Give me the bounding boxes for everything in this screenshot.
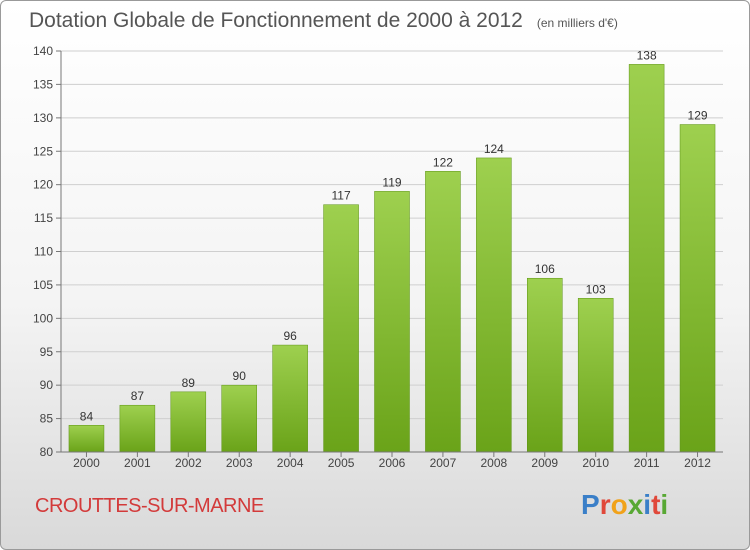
y-tick-label: 110 [34, 245, 53, 259]
chart-title-text: Dotation Globale de Fonctionnement de 20… [29, 9, 523, 32]
logo-letter: o [610, 489, 628, 520]
chart-title: Dotation Globale de Fonctionnement de 20… [29, 9, 618, 33]
y-tick-label: 125 [33, 144, 53, 158]
bar-2006 [374, 191, 410, 453]
bar-2002 [170, 391, 207, 453]
x-tick-label: 2002 [175, 456, 202, 470]
x-tick-label: 2008 [480, 456, 507, 470]
y-tick-label: 115 [34, 211, 53, 225]
bar-value-label: 84 [80, 409, 94, 423]
x-tick-label: 2007 [430, 456, 457, 470]
bar-value-label: 96 [283, 329, 297, 343]
bar-2001 [119, 404, 156, 453]
x-tick-label: 2011 [634, 456, 660, 470]
y-tick-label: 140 [33, 44, 53, 58]
logo-letter: x [627, 489, 644, 520]
y-tick-label: 85 [40, 412, 54, 426]
bar-value-label: 90 [233, 369, 247, 383]
x-tick-label: 2000 [73, 456, 100, 470]
y-tick-label: 105 [33, 278, 53, 292]
bar-value-label: 117 [332, 189, 351, 203]
x-tick-label: 2009 [531, 456, 558, 470]
bar-2012 [679, 124, 716, 453]
logo-letter: i [643, 489, 652, 520]
bar-2005 [323, 204, 359, 453]
bar-2008 [476, 157, 512, 453]
proxiti-logo: Proxiti [581, 489, 668, 521]
logo-letter: P [581, 489, 600, 520]
y-tick-label: 100 [33, 311, 53, 325]
x-tick-label: 2012 [684, 456, 711, 470]
x-tick-label: 2010 [582, 456, 609, 470]
city-name: CROUTTES-SUR-MARNE [35, 495, 264, 517]
bar-2011 [628, 64, 665, 453]
bar-2003 [221, 384, 257, 453]
bar-2004 [272, 344, 308, 453]
bar-value-label: 87 [131, 389, 145, 403]
bar-value-label: 89 [182, 376, 196, 390]
y-tick-label: 120 [33, 178, 53, 192]
x-tick-label: 2006 [379, 456, 406, 470]
bar-2000 [68, 425, 105, 453]
bar-value-label: 103 [586, 282, 606, 296]
bar-value-label: 129 [688, 109, 708, 123]
bar-2007 [425, 171, 461, 453]
x-tick-label: 2005 [328, 456, 355, 470]
y-tick-label: 90 [40, 378, 54, 392]
bar-2010 [577, 298, 614, 453]
bar-value-label: 138 [637, 48, 657, 62]
chart-unit-label: (en milliers d'€) [536, 16, 618, 30]
y-tick-label: 130 [33, 111, 53, 125]
logo-letter: i [660, 489, 669, 520]
bar-value-label: 122 [433, 155, 453, 169]
x-tick-label: 2004 [277, 456, 304, 470]
bar-value-label: 124 [484, 142, 504, 156]
bar-value-label: 106 [535, 262, 555, 276]
y-tick-label: 135 [33, 77, 53, 91]
bar-value-label: 119 [382, 175, 401, 189]
logo-letter: r [599, 489, 611, 520]
y-tick-label: 80 [40, 445, 54, 459]
x-tick-label: 2001 [124, 456, 151, 470]
logo-letter: t [651, 489, 661, 520]
x-tick-label: 2003 [226, 456, 253, 470]
bar-2009 [527, 277, 563, 453]
y-tick-label: 95 [40, 345, 54, 359]
